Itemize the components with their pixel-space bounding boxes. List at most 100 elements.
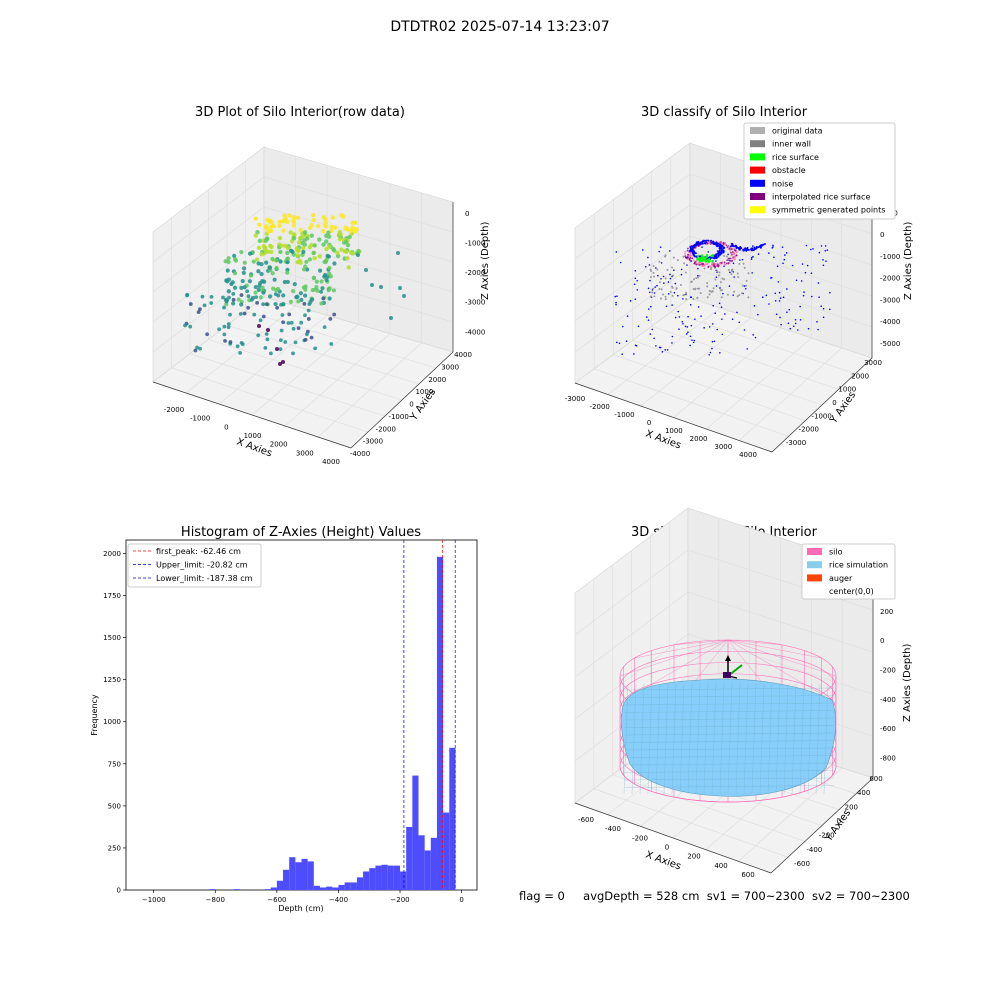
noise-point (760, 244, 763, 247)
noise-point (736, 311, 738, 314)
original-data-point (671, 294, 674, 297)
noise-point (807, 327, 810, 330)
rice-mesh-line (711, 683, 717, 795)
original-data-point (698, 287, 701, 290)
original-data-point (742, 262, 745, 265)
original-data-point (708, 293, 711, 296)
raw-data-point (225, 298, 229, 303)
raw-data-point (326, 230, 331, 235)
rice-mesh-line (624, 717, 835, 721)
y-tick-label: 400 (857, 789, 870, 797)
raw-data-point (321, 296, 326, 301)
raw-data-point (323, 223, 328, 229)
noise-point (752, 334, 754, 336)
noise-point (752, 249, 755, 252)
grid-line (152, 266, 265, 353)
noise-point (711, 323, 714, 325)
histogram-bar (233, 889, 240, 890)
rice-mesh-line (679, 683, 685, 795)
original-data-point (649, 295, 652, 298)
original-data-point (719, 281, 722, 284)
raw-data-point (253, 233, 259, 238)
silo-top-line (673, 639, 729, 646)
raw-data-point (337, 229, 343, 235)
interpolated-surface-point (733, 258, 736, 261)
raw-data-point (332, 312, 337, 317)
noise-point (700, 315, 702, 317)
noise-point (634, 277, 637, 280)
silo-top-line (727, 639, 822, 695)
noise-point (636, 289, 639, 291)
raw-data-point (310, 288, 315, 293)
raw-data-point (267, 265, 273, 270)
raw-data-point (306, 317, 311, 321)
grid-line (574, 633, 689, 720)
original-data-point (733, 290, 736, 293)
noise-point (646, 316, 648, 318)
noise-point (828, 308, 831, 311)
noise-point (721, 333, 724, 336)
raw-data-point (246, 294, 251, 299)
noise-point (715, 255, 718, 258)
z-tick-label: -4000 (880, 318, 900, 326)
original-data-point (671, 266, 674, 269)
histogram-y-label: Frequency (90, 694, 99, 736)
noise-point (735, 247, 738, 250)
y-tick-label: 250 (108, 844, 121, 852)
raw-data-point (306, 308, 311, 313)
noise-point (721, 249, 724, 252)
histogram-bar (264, 889, 271, 890)
raw-data-point (298, 227, 304, 233)
noise-point (614, 295, 617, 298)
original-data-point (712, 287, 715, 290)
raw-data-point (225, 268, 230, 273)
raw-data-point (240, 278, 245, 284)
raw-data-point (247, 279, 253, 284)
noise-point (698, 255, 701, 258)
raw-data-point (268, 351, 273, 356)
raw-data-point (226, 325, 231, 330)
noise-point (727, 253, 729, 256)
rice-surface-point (702, 257, 705, 261)
raw-data-point (296, 248, 301, 253)
noise-point (824, 245, 827, 247)
raw-data-point (281, 320, 286, 325)
interpolated-surface-point (702, 264, 705, 267)
interpolated-surface-point (686, 249, 689, 252)
noise-point (687, 315, 689, 318)
original-data-point (692, 278, 695, 281)
interpolated-surface-point (715, 265, 718, 268)
raw-data-point (251, 259, 256, 264)
noise-point (644, 265, 647, 268)
noise-point (753, 305, 756, 307)
raw-data-point (302, 301, 307, 306)
raw-data-point (202, 303, 207, 308)
raw-data-point (188, 302, 193, 306)
legend-label: inner wall (772, 140, 811, 149)
original-data-point (706, 285, 709, 288)
noise-point (696, 243, 699, 246)
raw-data-point (291, 326, 296, 331)
original-data-point (745, 284, 748, 287)
raw-data-point (226, 259, 231, 264)
raw-data-point (348, 228, 354, 234)
raw-data-point (291, 351, 295, 356)
raw-data-point (312, 256, 317, 261)
legend-swatch (750, 179, 765, 187)
original-data-point (695, 277, 698, 280)
raw-data-point (238, 311, 243, 316)
legend-swatch (807, 561, 822, 569)
rice-mesh-line (624, 770, 835, 773)
raw-data-point (304, 236, 310, 241)
interpolated-surface-point (718, 262, 721, 265)
depth-histogram: Histogram of Z-Axies (Height) Values −10… (90, 525, 478, 913)
rice-simulation-surface (619, 678, 837, 803)
center-axis-arrow (725, 655, 731, 661)
interpolated-surface-point (684, 250, 687, 253)
interpolated-surface-point (709, 265, 711, 267)
noise-point (707, 251, 710, 253)
y-tick-label: 200 (845, 803, 858, 811)
noise-point (782, 262, 784, 265)
noise-point (810, 272, 813, 275)
noise-point (653, 292, 656, 294)
